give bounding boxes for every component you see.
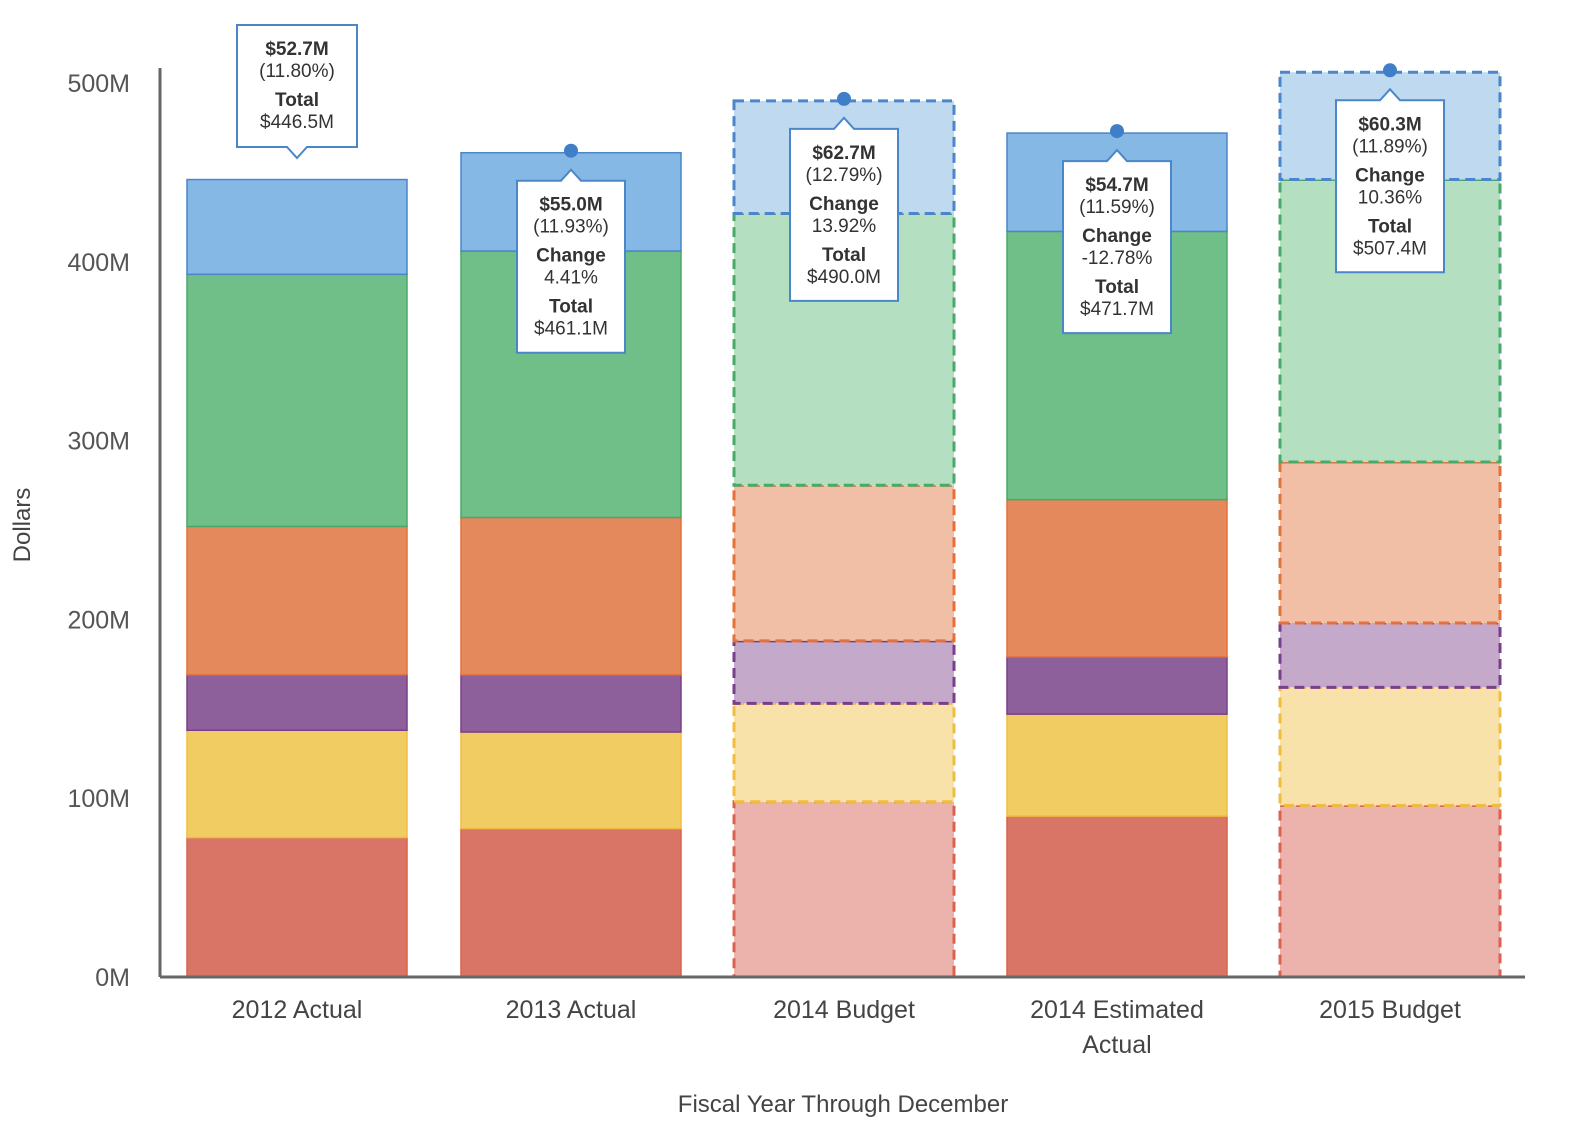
tooltip-text: (11.89%) bbox=[1352, 136, 1428, 157]
y-axis-title: Dollars bbox=[9, 488, 36, 563]
y-tick-label: 400M bbox=[67, 249, 130, 277]
tooltip-text: Total bbox=[822, 245, 866, 266]
tooltip-text: Change bbox=[1082, 226, 1152, 247]
tooltip-text: Change bbox=[809, 194, 879, 215]
tooltip-text: -12.78% bbox=[1082, 248, 1153, 269]
tooltip-text: $62.7M bbox=[812, 143, 875, 164]
bar-segment-1-category-4[interactable] bbox=[1006, 815, 1228, 978]
bar-segment-3-category-4[interactable] bbox=[1006, 656, 1228, 715]
axes-layer: 0M 100M 200M 300M 400M 500M 2012 Actual 2013 Ac… bbox=[67, 68, 1525, 1059]
data-point-marker[interactable] bbox=[837, 91, 851, 106]
x-tick-label: 2013 Actual bbox=[506, 996, 637, 1024]
tooltip-text: Total bbox=[1095, 277, 1139, 298]
tooltip-box bbox=[236, 24, 358, 160]
tooltip-text: $54.7M bbox=[1085, 175, 1148, 196]
bar-segment-1-category-5[interactable] bbox=[1278, 803, 1502, 979]
bar-segment-1-category-2[interactable] bbox=[460, 827, 682, 978]
bar-segment-5-category-3[interactable] bbox=[732, 212, 956, 487]
tooltip-text: $490.0M bbox=[807, 267, 881, 288]
tooltip-text: 10.36% bbox=[1358, 187, 1423, 208]
tooltip-text: 4.41% bbox=[544, 268, 598, 289]
tooltip-text: (11.80%) bbox=[259, 61, 335, 82]
bar-segment-2-category-5[interactable] bbox=[1278, 685, 1502, 807]
bar-segment-2-category-4[interactable] bbox=[1006, 713, 1228, 817]
tooltip-layer: $52.7M(11.80%)Total$446.5M$55.0M(11.93%)… bbox=[236, 24, 1445, 354]
tooltip-text: $52.7M bbox=[265, 39, 328, 60]
tooltip-text: Change bbox=[1355, 165, 1425, 186]
tooltip-box bbox=[1335, 87, 1445, 274]
bar-segment-5-category-1[interactable] bbox=[186, 273, 408, 528]
bar-segment-3-category-5[interactable] bbox=[1278, 621, 1502, 689]
data-point-marker[interactable] bbox=[1383, 63, 1397, 78]
y-tick-label: 200M bbox=[67, 606, 130, 634]
bar-segment-4-category-5[interactable] bbox=[1278, 460, 1502, 625]
tooltip-text: 13.92% bbox=[812, 216, 877, 237]
x-axis-title: Fiscal Year Through December bbox=[678, 1091, 1008, 1118]
bar-segment-4-category-4[interactable] bbox=[1006, 498, 1228, 658]
data-point-marker[interactable] bbox=[564, 143, 578, 158]
y-tick-label: 300M bbox=[67, 428, 130, 456]
y-tick-label: 500M bbox=[67, 70, 130, 98]
y-tick-label: 0M bbox=[95, 964, 130, 992]
tooltip-text: $446.5M bbox=[260, 112, 334, 133]
bar-segment-6-category-1[interactable] bbox=[186, 178, 408, 276]
x-tick-label: Actual bbox=[1082, 1031, 1151, 1059]
tooltip-text: $60.3M bbox=[1358, 114, 1421, 135]
tooltip-text: $507.4M bbox=[1353, 238, 1427, 259]
tooltip-text: Change bbox=[536, 246, 606, 267]
tooltip-text: (12.79%) bbox=[805, 165, 882, 186]
tooltip-text: Total bbox=[1368, 216, 1412, 237]
bar-segment-1-category-1[interactable] bbox=[186, 836, 408, 978]
bar-segment-2-category-1[interactable] bbox=[186, 729, 408, 839]
tooltip-text: (11.59%) bbox=[1079, 197, 1155, 218]
tooltip-text: $461.1M bbox=[534, 319, 608, 340]
tooltip-text: $471.7M bbox=[1080, 299, 1154, 320]
bar-segment-3-category-2[interactable] bbox=[460, 674, 682, 733]
y-tick-label: 100M bbox=[67, 785, 130, 813]
data-point-marker[interactable] bbox=[1110, 124, 1124, 139]
bar-segment-4-category-1[interactable] bbox=[186, 525, 408, 676]
bar-segment-3-category-3[interactable] bbox=[732, 639, 956, 705]
bar-segment-1-category-3[interactable] bbox=[732, 800, 956, 979]
tooltip-box bbox=[789, 116, 899, 302]
bar-segment-2-category-2[interactable] bbox=[460, 731, 682, 830]
tooltip-box bbox=[516, 168, 626, 354]
bar-segment-4-category-2[interactable] bbox=[460, 516, 682, 676]
tooltip-text: Total bbox=[275, 90, 319, 111]
bar-segment-4-category-3[interactable] bbox=[732, 483, 956, 643]
x-tick-label: 2015 Budget bbox=[1319, 996, 1461, 1024]
tooltip-text: Total bbox=[549, 297, 593, 318]
tooltip-text: $55.0M bbox=[539, 195, 602, 216]
tooltip-box bbox=[1062, 148, 1172, 335]
bar-segment-2-category-3[interactable] bbox=[732, 701, 956, 804]
x-tick-label: 2014 Estimated bbox=[1030, 996, 1204, 1024]
tooltip-category-1: $52.7M(11.80%) Total$446.5M bbox=[236, 24, 358, 160]
bar-segment-3-category-1[interactable] bbox=[186, 674, 408, 732]
tooltip-text: (11.93%) bbox=[533, 217, 609, 238]
x-tick-label: 2012 Actual bbox=[232, 996, 363, 1024]
x-tick-label: 2014 Budget bbox=[773, 996, 915, 1024]
tooltip-category-4: $54.7M(11.59%) Change-12.78% Total$471.7M bbox=[1062, 124, 1172, 335]
